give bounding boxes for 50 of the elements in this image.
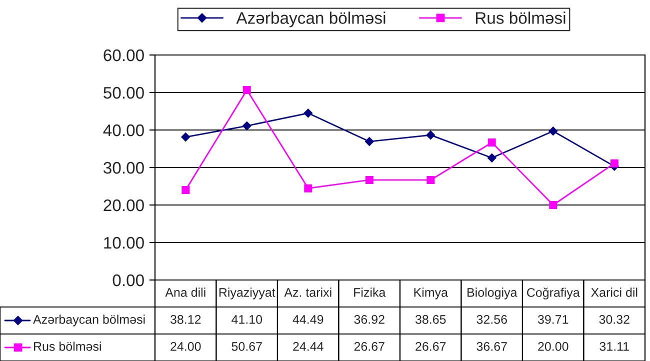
- data-label: 38.12: [170, 315, 201, 324]
- y-tick-label: 40.00: [103, 124, 144, 136]
- data-label: 26.67: [354, 342, 384, 351]
- data-label: 20.00: [538, 342, 568, 351]
- point: [426, 130, 436, 140]
- data-label: 32.56: [476, 315, 507, 324]
- point: [365, 176, 374, 184]
- data-label: 38.65: [415, 315, 446, 324]
- point: [242, 121, 252, 130]
- legend-label: Rus bölməsi: [476, 12, 566, 24]
- y-tick-label: 10.00: [104, 236, 144, 249]
- data-label: 24.44: [293, 342, 324, 351]
- y-tick-label: 50.00: [104, 86, 144, 99]
- text: Rus bölməsi: [34, 342, 101, 351]
- data-label: 36.67: [476, 342, 507, 351]
- point: [488, 138, 496, 146]
- legend-label: Azərbaycan bölməsi: [236, 12, 386, 28]
- data-label: 24.00: [170, 342, 201, 351]
- x-tick-label: Biologiya: [468, 288, 518, 300]
- data-label: 36.92: [354, 315, 384, 324]
- y-tick-label: 0.00: [112, 274, 144, 286]
- y-tick-label: 20.00: [104, 199, 144, 212]
- data-label: 44.49: [292, 315, 324, 324]
- x-tick-label: Kimya: [414, 288, 448, 300]
- y-tick-label: 60.00: [104, 49, 144, 62]
- y-tick-label: 30.00: [104, 162, 144, 174]
- x-tick-label: Az. tarixi: [284, 288, 332, 297]
- point: [304, 184, 312, 192]
- data-label: 26.67: [416, 342, 446, 351]
- point: [182, 186, 190, 194]
- x-tick-label: Fizika: [354, 288, 386, 297]
- point: [304, 108, 313, 118]
- x-tick-label: Riyaziyyat: [219, 288, 276, 300]
- point: [181, 132, 190, 142]
- point: [549, 201, 558, 209]
- point: [242, 86, 251, 94]
- point: [426, 176, 435, 184]
- data-label: 39.71: [538, 315, 568, 324]
- x-tick-label: Coğrafiya: [527, 288, 580, 300]
- data-label: 50.67: [232, 342, 262, 351]
- point: [610, 159, 618, 168]
- data-label: 30.32: [599, 315, 630, 324]
- x-tick-label: Xarici dil: [591, 288, 638, 297]
- point: [548, 126, 558, 136]
- point: [487, 153, 496, 162]
- data-label: 41.10: [232, 315, 262, 324]
- text: Azərbaycan bölməsi: [33, 314, 145, 326]
- point: [364, 137, 374, 146]
- x-tick-label: Ana dili: [165, 288, 206, 297]
- data-label: 31.11: [600, 342, 629, 351]
